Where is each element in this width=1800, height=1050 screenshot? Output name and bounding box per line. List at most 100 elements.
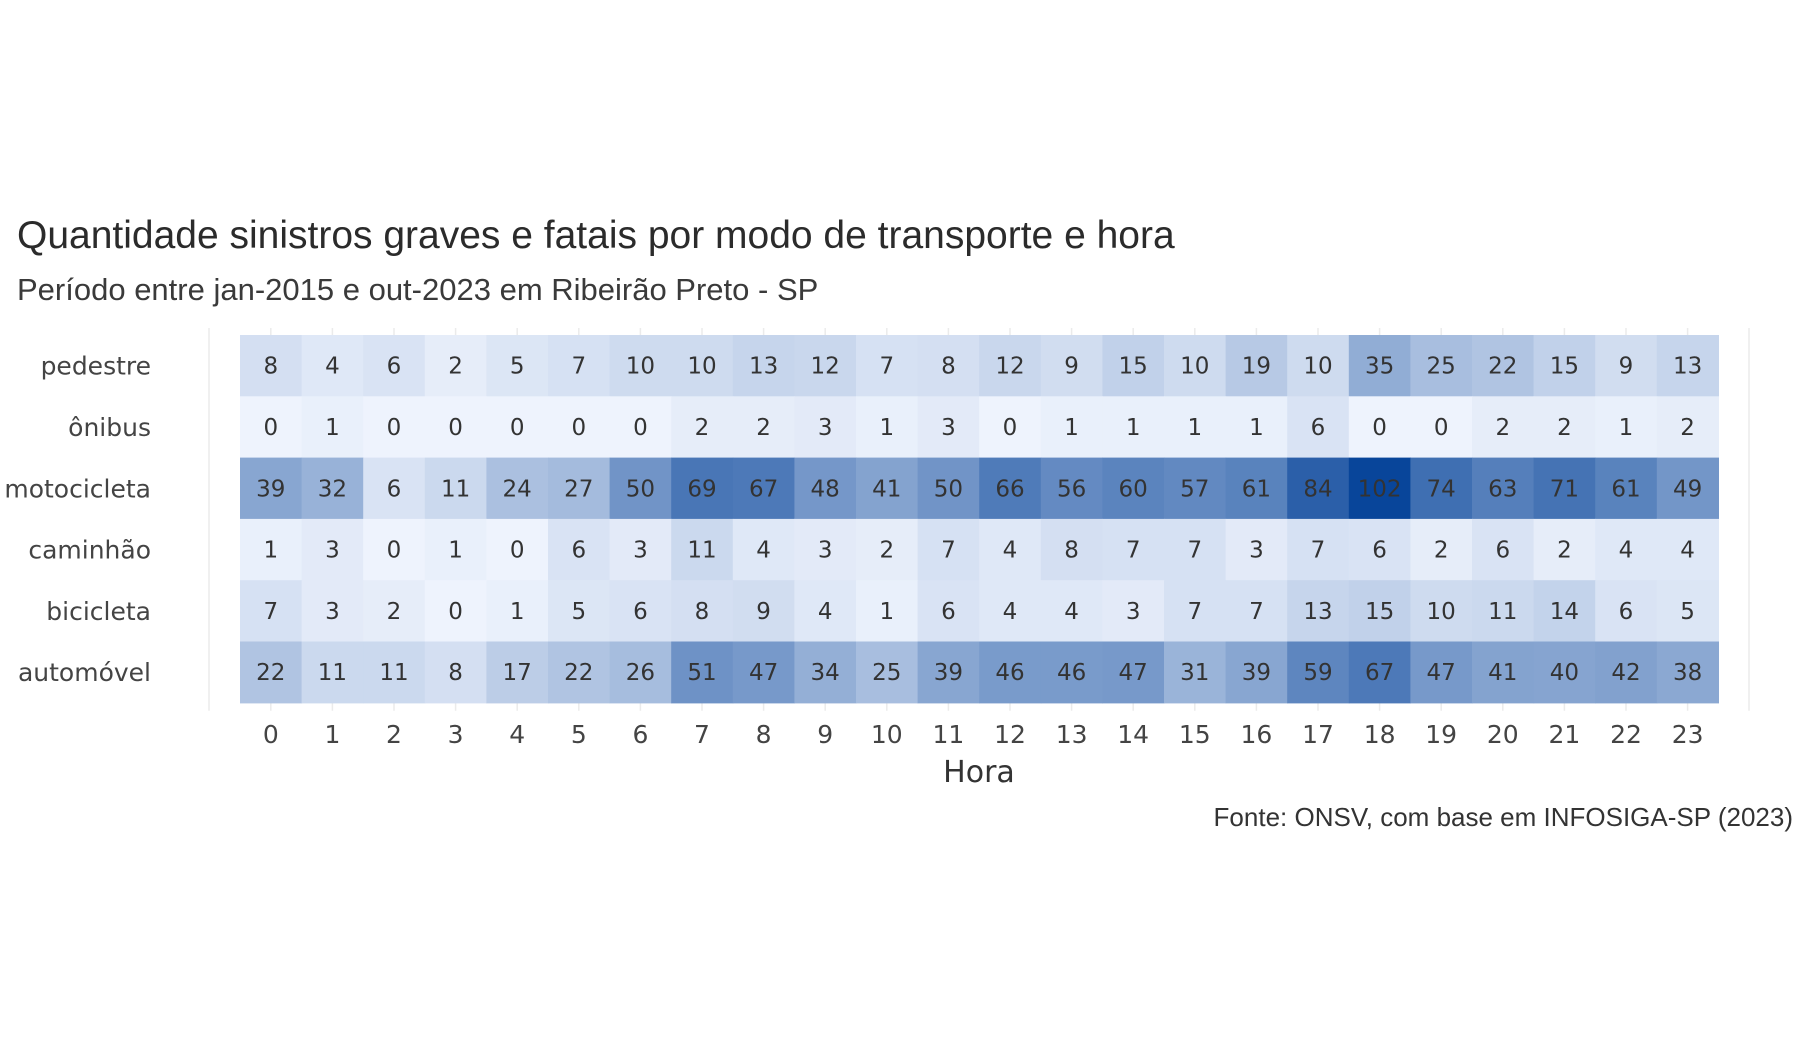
heatmap-cell — [732, 335, 795, 397]
cell-value-label: 11 — [318, 660, 347, 686]
cell-value-label: 0 — [263, 415, 278, 441]
x-tick-label: 15 — [1179, 720, 1211, 749]
heatmap-cell — [979, 641, 1042, 704]
cell-value-label: 6 — [387, 476, 402, 502]
cell-value-label: 7 — [1187, 538, 1202, 564]
cell-value-label: 39 — [256, 476, 285, 502]
heatmap-cell — [486, 641, 549, 704]
heatmap-cell — [424, 580, 487, 643]
heatmap-cell — [671, 518, 734, 581]
heatmap-cell — [1410, 518, 1473, 581]
cell-value-label: 6 — [1372, 538, 1387, 564]
cell-value-label: 9 — [756, 599, 771, 625]
heatmap-cell — [1410, 396, 1473, 459]
cell-value-label: 5 — [1680, 599, 1695, 625]
cell-value-label: 25 — [872, 660, 901, 686]
x-tick-label: 12 — [994, 720, 1026, 749]
heatmap-cell — [1102, 518, 1165, 581]
heatmap-cell — [240, 457, 303, 520]
cell-value-label: 63 — [1488, 476, 1517, 502]
cell-value-label: 15 — [1365, 599, 1394, 625]
heatmap-cell — [1102, 335, 1165, 397]
x-tick-label: 5 — [571, 720, 587, 749]
heatmap-cell — [1287, 335, 1350, 397]
y-tick-label: pedestre — [41, 352, 151, 381]
heatmap-cell — [1410, 457, 1473, 520]
cell-value-label: 10 — [1180, 354, 1209, 380]
heatmap-cell — [240, 396, 303, 459]
heatmap-cell — [1595, 396, 1658, 459]
heatmap-cell — [301, 396, 364, 459]
heatmap-cell — [671, 335, 734, 397]
heatmap-cell — [1472, 396, 1535, 459]
cell-value-label: 46 — [1057, 660, 1086, 686]
cell-value-label: 4 — [1064, 599, 1079, 625]
heatmap-cell — [363, 580, 426, 643]
heatmap-cell — [1595, 518, 1658, 581]
cell-value-label: 0 — [448, 415, 463, 441]
heatmap-cell — [240, 335, 303, 397]
cell-value-label: 0 — [1434, 415, 1449, 441]
cell-value-label: 41 — [872, 476, 901, 502]
heatmap-cell — [548, 580, 611, 643]
x-tick-label: 23 — [1672, 720, 1704, 749]
heatmap-cell — [1287, 580, 1350, 643]
cell-value-label: 39 — [1242, 660, 1271, 686]
heatmap-cell — [1472, 518, 1535, 581]
heatmap-cell — [486, 335, 549, 397]
cell-value-label: 19 — [1242, 354, 1271, 380]
cell-value-label: 4 — [1003, 538, 1018, 564]
heatmap-cell — [1040, 457, 1103, 520]
cell-value-label: 1 — [1187, 415, 1202, 441]
heatmap-cell — [1164, 580, 1227, 643]
heatmap-cell — [1472, 457, 1535, 520]
cell-value-label: 4 — [756, 538, 771, 564]
cell-value-label: 1 — [1126, 415, 1141, 441]
heatmap-cell — [363, 518, 426, 581]
cell-value-label: 0 — [510, 538, 525, 564]
heatmap-cell — [856, 396, 919, 459]
heatmap-cell — [1040, 518, 1103, 581]
heatmap-cells — [240, 335, 1719, 704]
heatmap-cell — [1040, 335, 1103, 397]
cell-value-label: 0 — [571, 415, 586, 441]
heatmap-cell — [424, 641, 487, 704]
cell-value-label: 1 — [325, 415, 340, 441]
heatmap-cell — [1102, 641, 1165, 704]
cell-value-label: 38 — [1673, 660, 1702, 686]
y-tick-label: automóvel — [18, 658, 151, 687]
heatmap-cell — [486, 457, 549, 520]
cell-value-label: 14 — [1550, 599, 1579, 625]
heatmap-cell — [486, 396, 549, 459]
cell-value-label: 11 — [1488, 599, 1517, 625]
x-tick-label: 9 — [817, 720, 833, 749]
cell-value-label: 2 — [1434, 538, 1449, 564]
heatmap-cell — [1164, 518, 1227, 581]
x-tick-label: 19 — [1425, 720, 1457, 749]
cell-value-label: 2 — [879, 538, 894, 564]
cell-value-label: 61 — [1611, 476, 1640, 502]
heatmap-cell — [1410, 641, 1473, 704]
heatmap-cell — [794, 457, 857, 520]
cell-value-label: 0 — [387, 538, 402, 564]
heatmap-cell — [301, 580, 364, 643]
heatmap-cell — [1410, 580, 1473, 643]
x-tick-label: 18 — [1364, 720, 1396, 749]
heatmap-cell — [917, 580, 980, 643]
x-axis: 0 1 2 3 4 5 6 7 8 9 10 11 12 13 14 15 16 17 18 19 20 21 22 23 — [263, 720, 1704, 749]
heatmap-cell — [301, 457, 364, 520]
cell-value-label: 56 — [1057, 476, 1086, 502]
y-axis: pedestre ônibus motocicleta caminhão bicicle… — [4, 352, 151, 688]
heatmap-cell — [732, 396, 795, 459]
heatmap-cell — [1287, 518, 1350, 581]
heatmap-cell — [424, 335, 487, 397]
x-tick-label: 22 — [1610, 720, 1642, 749]
cell-value-label: 0 — [448, 599, 463, 625]
heatmap-cell — [917, 457, 980, 520]
x-tick-label: 0 — [263, 720, 279, 749]
cell-value-label: 1 — [510, 599, 525, 625]
heatmap-cell — [1533, 641, 1596, 704]
heatmap-cell — [548, 641, 611, 704]
heatmap-cell — [424, 518, 487, 581]
